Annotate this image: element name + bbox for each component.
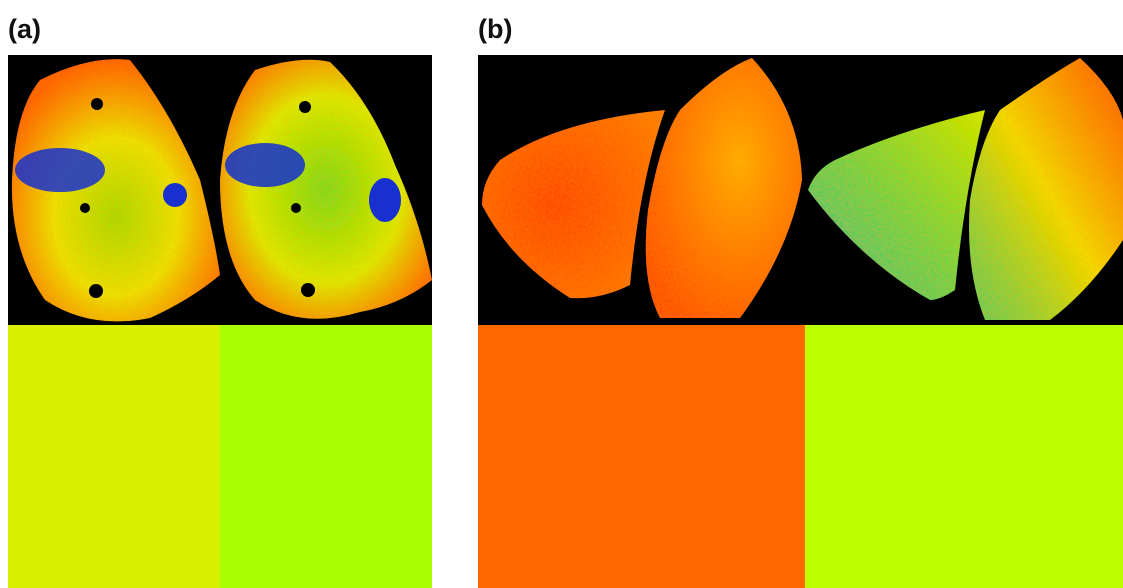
panel-b (478, 55, 1123, 588)
hole (91, 98, 103, 110)
blue-region (15, 148, 105, 192)
blue-region (163, 183, 187, 207)
hole (80, 203, 90, 213)
color-block (805, 325, 1123, 588)
hole (291, 203, 301, 213)
color-block (220, 325, 432, 588)
hole (89, 284, 103, 298)
color-block (478, 325, 805, 588)
blue-region (225, 143, 305, 187)
blue-region (369, 178, 401, 222)
color-block (8, 325, 220, 588)
figure: (a) (b) (0, 0, 1123, 588)
panel-label: (a) (8, 14, 41, 44)
hole (299, 101, 311, 113)
panel-label: (b) (478, 14, 512, 44)
panel-a (8, 55, 432, 588)
hole (301, 283, 315, 297)
